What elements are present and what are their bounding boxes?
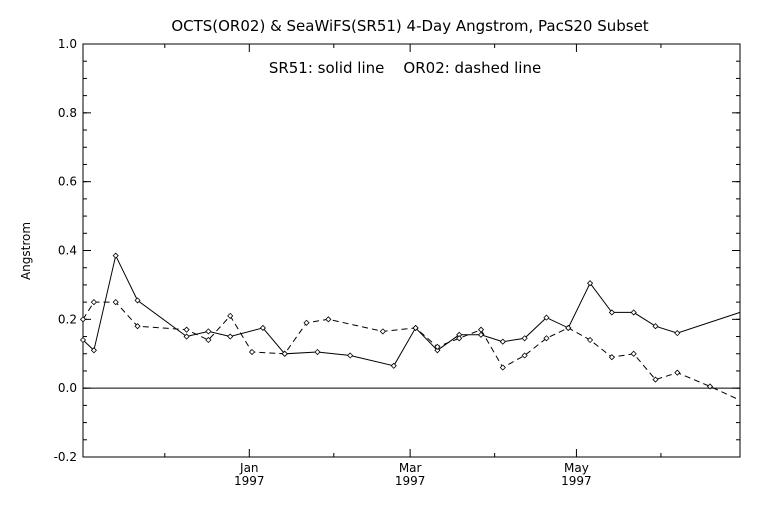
data-point xyxy=(477,326,485,333)
data-point xyxy=(79,316,87,323)
data-point xyxy=(543,314,550,321)
data-point xyxy=(586,280,594,287)
y-tick-label: 1.0 xyxy=(58,37,77,51)
y-tick-label: 0.0 xyxy=(58,381,77,395)
series-annotation: SR51: solid line OR02: dashed line xyxy=(269,59,541,77)
data-point xyxy=(477,331,485,338)
data-point xyxy=(90,347,97,354)
data-point xyxy=(499,364,506,371)
data-point xyxy=(706,383,714,390)
series-solid xyxy=(79,252,741,369)
y-axis-label: Angstrom xyxy=(19,222,33,280)
data-point xyxy=(259,324,266,332)
data-point xyxy=(112,252,119,259)
data-point xyxy=(674,369,681,376)
data-point xyxy=(227,333,234,340)
series-layer xyxy=(79,252,741,401)
data-point xyxy=(325,316,332,323)
data-point xyxy=(134,323,141,330)
data-point xyxy=(205,336,212,344)
data-point xyxy=(134,297,141,304)
data-point xyxy=(630,309,637,316)
series-line-solid xyxy=(82,254,741,367)
data-point xyxy=(456,335,463,342)
data-point xyxy=(565,324,572,332)
data-point xyxy=(281,350,288,357)
data-point xyxy=(499,338,506,345)
y-axis: -0.2 0.0 0.2 0.4 0.6 0.8 1.0 xyxy=(54,37,740,464)
x-tick-month: May xyxy=(564,461,589,475)
data-point xyxy=(227,312,234,319)
data-point xyxy=(379,328,386,335)
data-point xyxy=(543,335,550,342)
data-point xyxy=(586,336,594,344)
data-point xyxy=(434,343,441,350)
y-tick-label: 0.6 xyxy=(58,175,77,189)
data-point xyxy=(521,335,528,342)
x-tick-year: 1997 xyxy=(561,474,592,488)
y-tick-label: 0.2 xyxy=(58,312,77,326)
y-tick-label: 0.8 xyxy=(58,106,77,120)
series-dashed xyxy=(79,299,741,401)
data-point xyxy=(434,347,441,354)
y-tick-label: -0.2 xyxy=(54,450,77,464)
data-point xyxy=(183,326,190,333)
chart-title: OCTS(OR02) & SeaWiFS(SR51) 4-Day Angstro… xyxy=(171,17,648,35)
data-point xyxy=(303,319,310,326)
y-tick-label: 0.4 xyxy=(58,244,77,258)
data-point xyxy=(390,362,397,369)
plot-frame xyxy=(82,43,741,458)
x-tick-year: 1997 xyxy=(234,474,265,488)
x-tick-month: Mar xyxy=(399,461,422,475)
data-point xyxy=(248,348,256,356)
data-point xyxy=(521,352,528,359)
data-point xyxy=(412,324,419,332)
data-point xyxy=(112,299,119,306)
data-point xyxy=(652,323,659,330)
x-tick-month: Jan xyxy=(239,461,259,475)
data-point xyxy=(314,348,321,356)
data-point xyxy=(183,333,190,340)
data-point xyxy=(652,376,659,383)
data-point xyxy=(630,350,637,357)
data-point xyxy=(205,328,212,335)
data-point xyxy=(608,309,615,316)
data-point xyxy=(90,299,97,306)
x-tick-year: 1997 xyxy=(395,474,426,488)
data-point xyxy=(674,330,681,337)
data-point xyxy=(347,352,354,359)
data-point xyxy=(608,354,615,361)
data-point xyxy=(79,336,87,344)
